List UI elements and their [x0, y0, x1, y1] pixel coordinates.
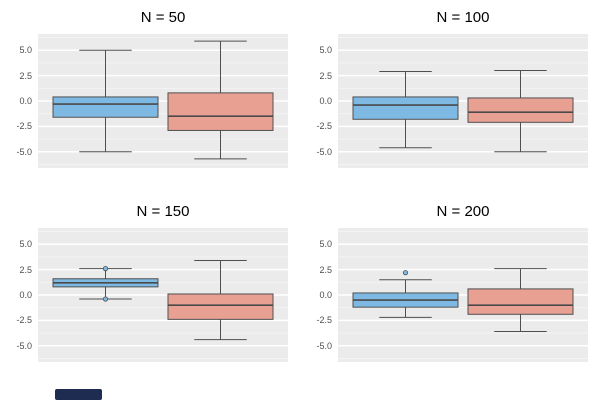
y-axis-n200: 5.0 2.5 0.0 -2.5 -5.0	[304, 228, 338, 362]
y-tick-label: -5.0	[316, 146, 332, 157]
facet-n100: N = 100 5.0 2.5 0.0 -2.5 -5.0	[300, 0, 600, 194]
y-tick-label: 5.0	[319, 239, 332, 250]
box-blue	[52, 96, 159, 118]
y-axis-n100: 5.0 2.5 0.0 -2.5 -5.0	[304, 34, 338, 168]
panel-n50	[38, 34, 288, 168]
y-tick-label: -2.5	[16, 315, 32, 326]
box-salmon	[467, 97, 574, 123]
box-salmon	[167, 92, 274, 131]
y-tick-label: 5.0	[319, 45, 332, 56]
y-tick-label: 0.0	[319, 290, 332, 300]
facet-title-n100: N = 100	[436, 9, 490, 26]
outlier-point	[402, 270, 409, 276]
y-tick-label: 2.5	[319, 264, 332, 275]
plot-row: 5.0 2.5 0.0 -2.5 -5.0	[4, 228, 288, 362]
y-tick-label: -2.5	[316, 121, 332, 132]
y-tick-label: 0.0	[19, 290, 32, 300]
panel-canvas	[38, 231, 288, 359]
plot-row: 5.0 2.5 0.0 -2.5 -5.0	[304, 34, 588, 168]
y-tick-label: 5.0	[19, 45, 32, 56]
facet-title-n50: N = 50	[140, 9, 186, 26]
plot-row: 5.0 2.5 0.0 -2.5 -5.0	[304, 228, 588, 362]
y-tick-label: 0.0	[319, 96, 332, 106]
box-salmon	[467, 288, 574, 315]
y-tick-label: 5.0	[19, 239, 32, 250]
y-tick-label: -5.0	[16, 146, 32, 157]
panel-n200	[338, 228, 588, 362]
outlier-point	[102, 266, 109, 272]
y-axis-n50: 5.0 2.5 0.0 -2.5 -5.0	[4, 34, 38, 168]
panel-canvas	[38, 37, 288, 165]
facet-n200: N = 200 5.0 2.5 0.0 -2.5 -5.0	[300, 194, 600, 388]
y-tick-label: -5.0	[16, 340, 32, 351]
box-salmon	[167, 293, 274, 320]
y-tick-label: 2.5	[19, 264, 32, 275]
facet-grid: N = 50 5.0 2.5 0.0 -2.5 -5.0 N = 100 5.0 2.5 0…	[0, 0, 600, 388]
plot-row: 5.0 2.5 0.0 -2.5 -5.0	[4, 34, 288, 168]
outlier-point	[102, 296, 109, 302]
facet-title-n150: N = 150	[136, 203, 190, 220]
y-tick-label: -5.0	[316, 340, 332, 351]
panel-canvas	[338, 231, 588, 359]
y-tick-label: -2.5	[16, 121, 32, 132]
y-tick-label: 2.5	[19, 70, 32, 81]
y-tick-label: 2.5	[319, 70, 332, 81]
panel-n150	[38, 228, 288, 362]
y-tick-label: -2.5	[316, 315, 332, 326]
panel-n100	[338, 34, 588, 168]
y-tick-label: 0.0	[19, 96, 32, 106]
cropped-bottom-element	[55, 389, 102, 400]
facet-title-n200: N = 200	[436, 203, 490, 220]
y-axis-n150: 5.0 2.5 0.0 -2.5 -5.0	[4, 228, 38, 362]
panel-canvas	[338, 37, 588, 165]
box-blue	[352, 96, 459, 120]
facet-n50: N = 50 5.0 2.5 0.0 -2.5 -5.0	[0, 0, 300, 194]
facet-n150: N = 150 5.0 2.5 0.0 -2.5 -5.0	[0, 194, 300, 388]
